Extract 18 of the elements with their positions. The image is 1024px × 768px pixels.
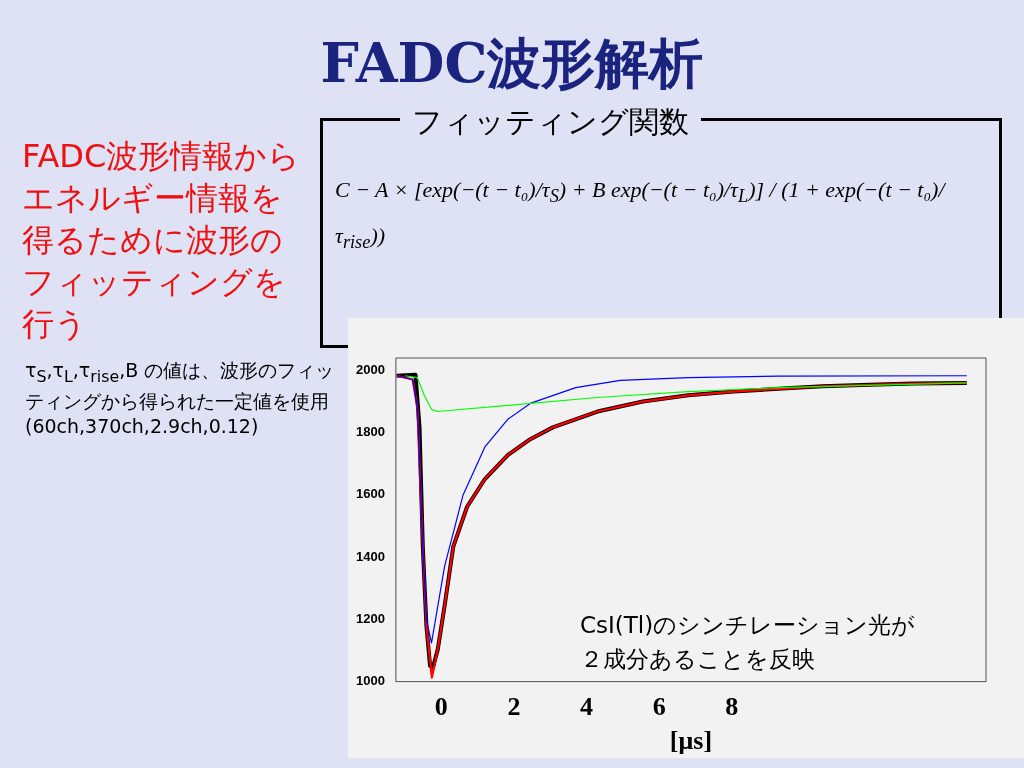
x-tick-label: 8 (725, 691, 739, 721)
y-tick-label: 1800 (356, 424, 385, 440)
text: τ$_{S}$,τ$_{L}$,τ$_{rise}$,B の値は、波形のフィッティングから得られた一定値を使用 (60ch,370ch,2.9ch,0.12) (25, 359, 335, 437)
y-tick-label: 2000 (356, 362, 385, 378)
y-tick-label: 1400 (356, 548, 385, 564)
text: フィッティング関数 (400, 102, 701, 143)
x-tick-label: 0 (434, 691, 448, 721)
annotation: CsI(Tl)のシンチレーション光が２成分あることを反映 (580, 611, 917, 674)
text: C − A × [exp(−(t − t₀)/τ$_{S}$) + B exp(−(t − t₀)/τ$_{L}$)] / (1 + exp(−(t − t₀)/τ$_{rise}$)) (335, 177, 945, 253)
x-axis-title: [μs] (669, 726, 713, 756)
chart-title: FADC波形解析 (319, 30, 705, 97)
y-tick-label: 1000 (356, 673, 385, 689)
y-tick-label: 1600 (356, 486, 385, 502)
text: FADC波形情報からエネルギー情報を得るために波形のフィッティングを行う (22, 136, 302, 345)
x-tick-label: 2 (507, 691, 521, 721)
x-tick-label: 4 (580, 691, 594, 721)
y-tick-label: 1200 (356, 610, 385, 626)
x-tick-label: 6 (652, 691, 666, 721)
